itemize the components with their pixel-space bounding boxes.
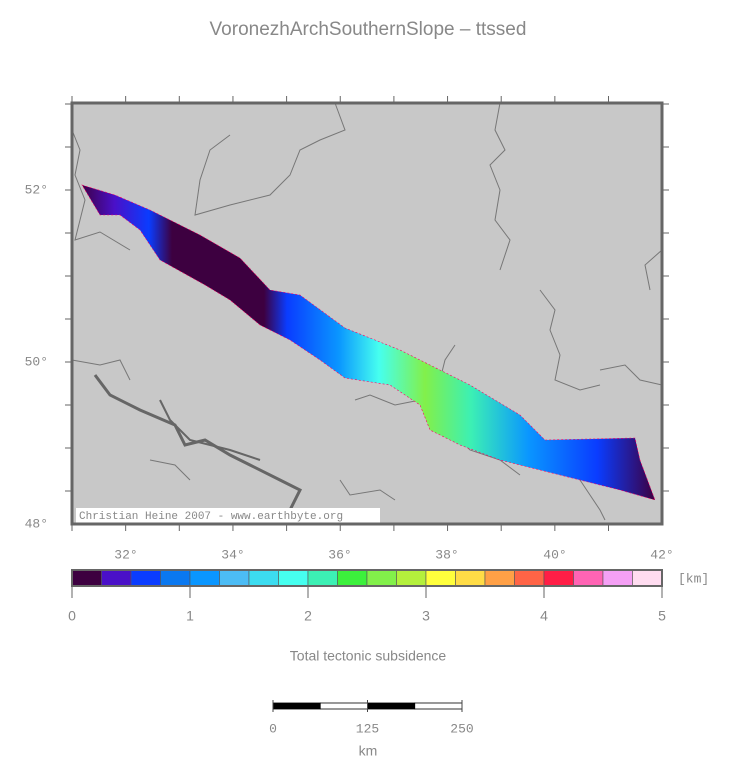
colorbar-swatch (602, 569, 633, 587)
colorbar-swatch (219, 569, 250, 587)
colorbar-swatch (484, 569, 515, 587)
scalebar-segment (414, 702, 463, 710)
river (159, 399, 261, 461)
colorbar-tick-label: 2 (304, 608, 312, 624)
colorbar-tick-label: 1 (186, 608, 194, 624)
scalebar-tick-label: 250 (450, 721, 473, 736)
scalebar-segment (319, 702, 368, 710)
scalebar-segment (272, 702, 321, 710)
colorbar-swatch (160, 569, 191, 587)
lon-label: 38° (435, 547, 458, 562)
colorbar-swatch (71, 569, 102, 587)
colorbar-swatch (101, 569, 132, 587)
lat-label: 48° (25, 516, 48, 531)
map-frame (70, 101, 664, 526)
scalebar-unit: km (359, 743, 378, 759)
lat-label: 50° (25, 354, 48, 369)
colorbar-tick-label: 4 (540, 608, 548, 624)
colorbar-swatch (396, 569, 427, 587)
borders (71, 102, 663, 521)
credit: Christian Heine 2007 - www.earthbyte.org (79, 511, 343, 523)
lon-label: 34° (221, 547, 244, 562)
colorbar-swatch (543, 569, 574, 587)
lon-label: 36° (328, 547, 351, 562)
lat-label: 52° (25, 182, 48, 197)
lon-label: 40° (543, 547, 566, 562)
colorbar-swatch (130, 569, 161, 587)
scalebar-tick-label: 125 (356, 721, 379, 736)
colorbar-tick-label: 5 (658, 608, 666, 624)
colorbar-tick-label: 3 (422, 608, 430, 624)
colorbar-swatch (455, 569, 486, 587)
colorbar-swatch (189, 569, 220, 587)
colorbar-swatch (307, 569, 338, 587)
colorbar-swatch (366, 569, 397, 587)
subsidence-area (81, 184, 656, 501)
colorbar-swatch (337, 569, 368, 587)
colorbar-swatch (278, 569, 309, 587)
scalebar-tick-label: 0 (269, 721, 277, 736)
colorbar-swatch (514, 569, 545, 587)
colorbar-swatch (573, 569, 604, 587)
lon-label: 32° (114, 547, 137, 562)
colorbar-frame (71, 569, 663, 587)
colorbar-unit: [km] (678, 571, 709, 586)
credit-box (76, 508, 380, 523)
title: VoronezhArchSouthernSlope – ttssed (210, 19, 527, 40)
lon-label: 42° (650, 547, 673, 562)
colorbar-swatch (425, 569, 456, 587)
colorbar-swatch (632, 569, 663, 587)
scalebar-segment (367, 702, 416, 710)
colorbar-label: Total tectonic subsidence (290, 648, 447, 664)
colorbar-swatch (248, 569, 279, 587)
colorbar-tick-label: 0 (68, 608, 76, 624)
